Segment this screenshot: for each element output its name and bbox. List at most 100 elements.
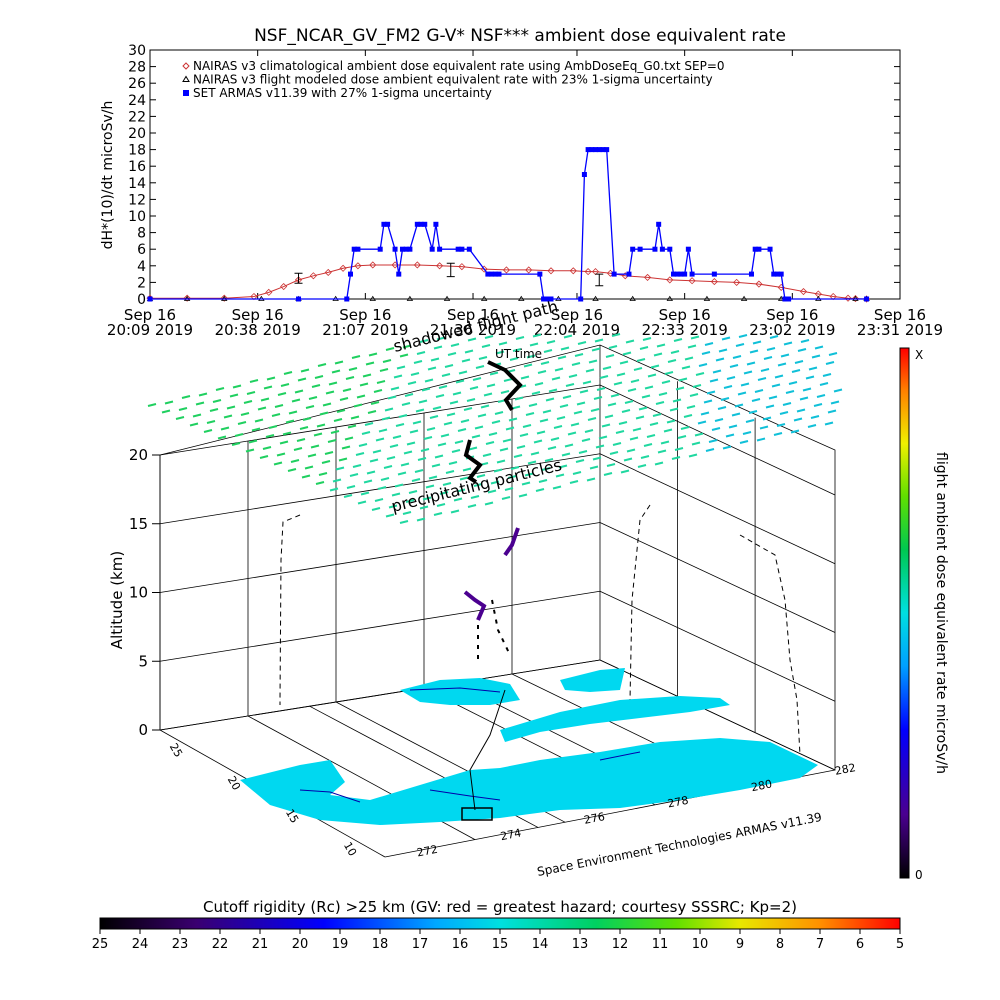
particle-mark — [346, 485, 356, 489]
particle-mark — [663, 428, 673, 433]
particle-mark — [830, 400, 840, 405]
wall-gridline — [599, 659, 836, 771]
particle-mark — [547, 446, 557, 450]
series-point — [626, 271, 632, 277]
particle-mark — [481, 344, 491, 348]
particle-mark — [417, 457, 427, 461]
particle-mark — [568, 374, 578, 378]
particle-mark — [319, 411, 329, 416]
particle-mark — [454, 440, 464, 444]
particle-mark — [427, 366, 437, 371]
particle-mark — [433, 345, 443, 350]
particle-mark — [393, 374, 403, 379]
particle-mark — [485, 441, 495, 445]
x-tick-time: 20:09 2019 — [107, 321, 193, 339]
particle-mark — [678, 377, 688, 382]
lon-tick-label: 276 — [583, 810, 606, 827]
series-point — [455, 246, 461, 252]
particle-mark — [330, 430, 340, 434]
particle-mark — [729, 364, 739, 368]
particle-mark — [618, 421, 628, 425]
particle-mark — [498, 341, 508, 346]
particle-mark — [328, 381, 338, 386]
particle-mark — [490, 480, 500, 485]
rigidity-tick-label: 22 — [212, 937, 229, 952]
particle-mark — [297, 377, 307, 382]
particle-mark — [460, 419, 470, 423]
particle-mark — [573, 410, 583, 415]
legend-marker — [182, 75, 190, 82]
wall-gridline — [599, 522, 836, 633]
particle-mark — [619, 360, 629, 365]
particle-mark — [519, 433, 529, 437]
particle-mark — [486, 383, 496, 388]
particle-mark — [391, 492, 401, 497]
particle-mark — [428, 475, 438, 480]
particle-mark — [308, 396, 318, 400]
particle-mark — [527, 460, 537, 465]
y-tick-label: 2 — [137, 275, 146, 291]
particle-mark — [608, 345, 618, 349]
particle-mark — [458, 370, 468, 375]
series-point — [485, 271, 491, 277]
particle-mark — [462, 467, 472, 472]
particle-mark — [147, 403, 157, 407]
particle-mark — [350, 415, 360, 420]
lon-tick-label: 280 — [750, 777, 773, 794]
particle-mark — [413, 360, 423, 364]
particle-mark — [791, 369, 801, 373]
particle-mark — [646, 434, 656, 438]
z-axis-label: Altitude (km) — [108, 551, 126, 649]
particle-mark — [375, 437, 385, 442]
particle-mark — [212, 399, 222, 403]
series-point — [466, 246, 472, 252]
particle-mark — [774, 374, 784, 379]
series-point — [403, 246, 409, 252]
series-point — [339, 264, 347, 272]
particle-mark — [581, 438, 591, 442]
particle-mark — [625, 339, 635, 344]
particle-mark — [353, 403, 363, 408]
particle-mark — [556, 416, 566, 420]
particle-mark — [658, 392, 668, 396]
series-point — [782, 296, 788, 302]
particle-mark — [277, 392, 287, 396]
particle-mark — [575, 459, 585, 463]
particle-mark — [467, 337, 477, 342]
particle-mark — [639, 346, 649, 350]
particle-mark — [725, 433, 735, 438]
particle-mark — [655, 401, 665, 405]
particle-mark — [305, 405, 315, 409]
particle-mark — [539, 418, 549, 423]
series-point — [748, 271, 754, 277]
series-point — [296, 296, 302, 302]
particle-mark — [245, 448, 255, 453]
particle-mark — [217, 435, 227, 440]
series-point — [351, 246, 357, 252]
particle-mark — [339, 397, 349, 401]
particle-mark — [474, 425, 484, 430]
particle-mark — [415, 408, 425, 413]
series-line-2 — [150, 148, 867, 300]
particle-mark — [373, 389, 383, 393]
particle-mark — [731, 412, 741, 417]
particle-mark — [390, 386, 400, 391]
particle-mark — [440, 433, 450, 438]
particle-mark — [610, 393, 620, 398]
dose-colorbar-min: 0 — [915, 868, 923, 882]
particle-mark — [503, 378, 513, 382]
particle-mark — [635, 415, 645, 420]
particle-mark — [680, 426, 690, 430]
particle-mark — [410, 372, 420, 376]
particle-mark — [708, 439, 718, 443]
series-point — [392, 246, 398, 252]
particle-mark — [674, 447, 684, 451]
particle-mark — [419, 505, 429, 510]
particle-mark — [824, 421, 834, 426]
particle-mark — [811, 354, 821, 359]
particle-mark — [508, 417, 518, 422]
particle-mark — [273, 461, 283, 466]
particle-mark — [711, 427, 721, 431]
series-point — [377, 246, 383, 252]
particle-mark — [409, 429, 419, 434]
